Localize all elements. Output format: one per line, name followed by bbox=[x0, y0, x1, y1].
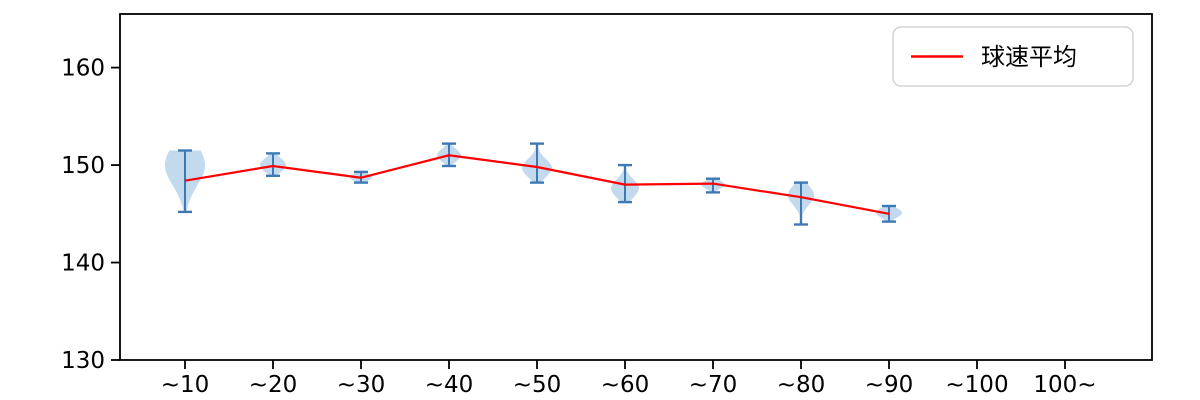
x-tick-label: ~40 bbox=[425, 372, 474, 398]
legend-box bbox=[892, 26, 1134, 87]
x-tick-label: ~100 bbox=[945, 372, 1008, 398]
x-tick-label: 100~ bbox=[1033, 372, 1096, 398]
x-tick-label: ~80 bbox=[777, 372, 826, 398]
x-tick-label: ~50 bbox=[513, 372, 562, 398]
y-tick-label: 130 bbox=[61, 348, 105, 374]
x-tick-label: ~60 bbox=[601, 372, 650, 398]
y-tick-label: 140 bbox=[61, 251, 105, 277]
y-tick-label: 150 bbox=[61, 153, 105, 179]
x-tick-label: ~10 bbox=[161, 372, 210, 398]
plot-frame bbox=[119, 13, 1153, 361]
y-axis: 130 140 150 160 bbox=[61, 56, 120, 374]
violins bbox=[165, 142, 902, 226]
x-tick-label: ~30 bbox=[337, 372, 386, 398]
x-tick-label: ~20 bbox=[249, 372, 298, 398]
legend: 球速平均 bbox=[892, 26, 1134, 87]
mean-line bbox=[184, 154, 890, 215]
x-tick-label: ~70 bbox=[689, 372, 738, 398]
y-tick-label: 160 bbox=[61, 56, 105, 82]
x-axis: ~10 ~20 ~30 ~40 ~50 ~60 ~70 ~80 ~90 ~100 100~ bbox=[161, 360, 1097, 398]
x-tick-label: ~90 bbox=[865, 372, 914, 398]
legend-label: 球速平均 bbox=[981, 43, 1077, 71]
